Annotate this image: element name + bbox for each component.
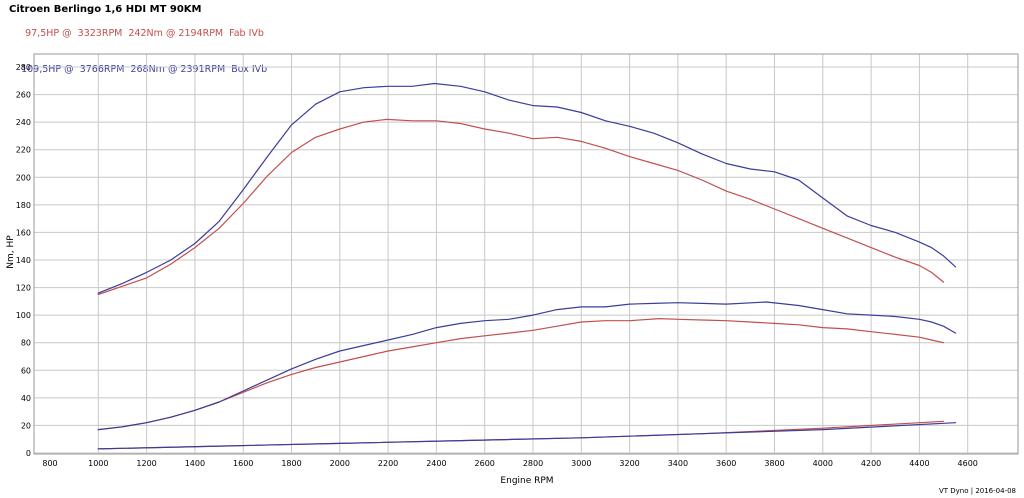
x-tick-label: 2000 bbox=[330, 459, 350, 468]
y-tick-label: 80 bbox=[21, 339, 31, 348]
grid bbox=[34, 54, 1018, 454]
credit-text: VT Dyno | 2016-04-08 bbox=[938, 487, 1016, 495]
series-line-box-ivb-power bbox=[97, 301, 957, 431]
x-tick-label: 4200 bbox=[861, 459, 881, 468]
legend-box-label: Box IVb bbox=[231, 64, 268, 75]
legend-entry-box: 109,5HP @ 3766RPM 268Nm @ 2391RPM Box IVb bbox=[9, 52, 609, 88]
y-tick-label: 280 bbox=[16, 63, 31, 72]
y-tick-label: 100 bbox=[16, 311, 31, 320]
legend-entry-fab: 97,5HP @ 3323RPM 242Nm @ 2194RPM Fab IVb bbox=[9, 16, 609, 52]
x-tick-label: 1600 bbox=[233, 459, 253, 468]
y-tick-label: 180 bbox=[16, 201, 31, 210]
chart-title: Citroen Berlingo 1,6 HDI MT 90KM bbox=[9, 4, 202, 15]
x-tick-label: 4600 bbox=[958, 459, 978, 468]
y-tick-label: 220 bbox=[16, 146, 31, 155]
legend-fab-power: 97,5HP @ 3323RPM bbox=[25, 28, 123, 39]
y-tick-label: 120 bbox=[16, 284, 31, 293]
x-axis-label: Engine RPM bbox=[500, 476, 553, 486]
x-tick-label: 3600 bbox=[716, 459, 736, 468]
y-tick-label: 260 bbox=[16, 91, 31, 100]
y-tick-label: 60 bbox=[21, 366, 31, 375]
plot-frame bbox=[33, 53, 1019, 455]
x-tick-label: 800 bbox=[42, 459, 57, 468]
y-tick-label: 40 bbox=[21, 394, 31, 403]
series-line-box-ivb-loss bbox=[97, 422, 957, 450]
x-tick-label: 3800 bbox=[764, 459, 784, 468]
legend-fab-label: Fab IVb bbox=[229, 28, 264, 39]
x-tick-label: 1200 bbox=[136, 459, 156, 468]
y-tick-label: 140 bbox=[16, 256, 31, 265]
y-tick-label: 200 bbox=[16, 173, 31, 182]
x-tick-label: 3400 bbox=[668, 459, 688, 468]
x-tick-label: 2800 bbox=[523, 459, 543, 468]
x-tick-label: 2400 bbox=[426, 459, 446, 468]
legend-fab-torque: 242Nm @ 2194RPM bbox=[128, 28, 224, 39]
y-tick-label: 20 bbox=[21, 421, 31, 430]
x-tick-label: 3200 bbox=[619, 459, 639, 468]
x-tick-label: 3000 bbox=[571, 459, 591, 468]
x-tick-label: 1800 bbox=[281, 459, 301, 468]
x-tick-label: 1000 bbox=[88, 459, 108, 468]
legend-box-torque: 268Nm @ 2391RPM bbox=[130, 64, 226, 75]
y-axis-label: Nm, HP bbox=[6, 235, 16, 269]
x-tick-label: 2200 bbox=[378, 459, 398, 468]
x-tick-label: 4400 bbox=[909, 459, 929, 468]
y-tick-label: 240 bbox=[16, 118, 31, 127]
series-line-fab-ivb-power bbox=[97, 318, 945, 431]
legend-box-power: 109,5HP @ 3766RPM bbox=[21, 64, 125, 75]
series bbox=[97, 82, 957, 450]
ticks: 800 1000 1200 1400 1600 1800 2000 2200 2400 2600 2… bbox=[16, 63, 978, 468]
x-tick-label: 2600 bbox=[475, 459, 495, 468]
series-line-box-ivb-torque bbox=[97, 82, 957, 294]
chart-header: Citroen Berlingo 1,6 HDI MT 90KM 97,5HP … bbox=[9, 3, 609, 88]
y-tick-label: 0 bbox=[26, 449, 31, 458]
x-tick-label: 1400 bbox=[185, 459, 205, 468]
series-line-fab-ivb-torque bbox=[97, 118, 945, 296]
x-tick-label: 4000 bbox=[813, 459, 833, 468]
y-tick-label: 160 bbox=[16, 228, 31, 237]
